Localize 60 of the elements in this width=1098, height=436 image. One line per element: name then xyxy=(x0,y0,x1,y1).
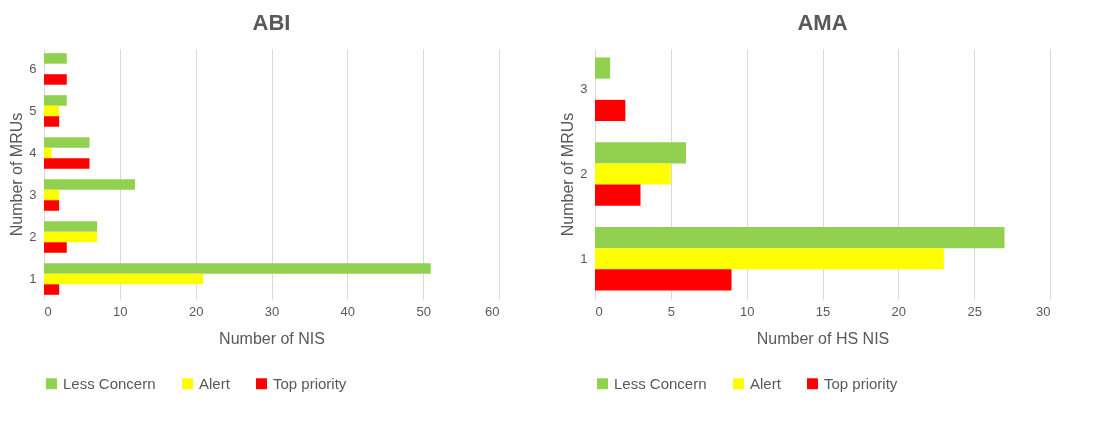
bar xyxy=(595,99,626,122)
bar xyxy=(44,273,204,285)
x-axis-title: Number of NIS xyxy=(219,329,325,347)
bar xyxy=(44,53,67,64)
legend-label: Less Concern xyxy=(63,374,156,392)
bar xyxy=(44,74,67,85)
bar xyxy=(44,116,60,127)
bar xyxy=(44,147,52,159)
bar xyxy=(595,142,686,164)
bar xyxy=(595,226,1005,249)
legend-label: Top priority xyxy=(273,374,347,392)
x-tick-label: 0 xyxy=(595,303,603,319)
bar xyxy=(595,184,641,206)
x-tick-label: 10 xyxy=(113,303,128,319)
bar xyxy=(44,189,60,201)
bar xyxy=(44,221,98,232)
bar xyxy=(595,163,671,185)
bar xyxy=(44,284,60,295)
y-tick-label: 3 xyxy=(29,187,37,203)
x-tick-label: 30 xyxy=(1036,303,1051,319)
bar xyxy=(44,263,431,274)
bar xyxy=(44,95,67,106)
bar xyxy=(44,231,98,243)
x-tick-label: 20 xyxy=(188,303,204,319)
legend-label: Alert xyxy=(750,374,782,392)
y-tick-label: 6 xyxy=(29,60,37,76)
bar xyxy=(44,242,67,253)
x-tick-label: 50 xyxy=(416,303,431,319)
x-tick-label: 40 xyxy=(340,303,356,319)
x-axis-title: Number of HS NIS xyxy=(756,329,890,347)
bar xyxy=(595,269,732,291)
legend-label: Top priority xyxy=(824,374,898,392)
bar xyxy=(595,57,611,79)
chart-title: ABI xyxy=(252,10,291,35)
x-tick-label: 30 xyxy=(264,303,280,319)
y-tick-label: 2 xyxy=(29,229,37,245)
bar xyxy=(44,105,60,117)
bar xyxy=(595,248,944,270)
x-tick-label: 25 xyxy=(967,303,982,319)
chart-title: AMA xyxy=(797,10,848,35)
y-tick-label: 5 xyxy=(29,102,37,118)
y-tick-label: 4 xyxy=(29,144,37,160)
bar xyxy=(44,158,90,169)
y-tick-label: 2 xyxy=(580,166,588,181)
bar xyxy=(44,179,135,190)
x-tick-label: 15 xyxy=(815,303,831,319)
y-axis-title: Number of MRUs xyxy=(559,112,577,237)
x-tick-label: 60 xyxy=(485,303,500,319)
x-tick-label: 5 xyxy=(667,303,675,319)
x-tick-label: 20 xyxy=(891,303,907,319)
bar xyxy=(44,137,90,148)
y-tick-label: 1 xyxy=(29,271,37,287)
y-tick-label: 3 xyxy=(580,81,588,97)
x-tick-label: 10 xyxy=(739,303,755,319)
bar xyxy=(44,200,60,211)
y-tick-label: 1 xyxy=(580,250,588,266)
legend-label: Alert xyxy=(199,374,231,392)
legend-label: Less Concern xyxy=(614,374,707,392)
y-axis-title: Number of MRUs xyxy=(8,112,26,237)
x-tick-label: 0 xyxy=(44,303,52,319)
